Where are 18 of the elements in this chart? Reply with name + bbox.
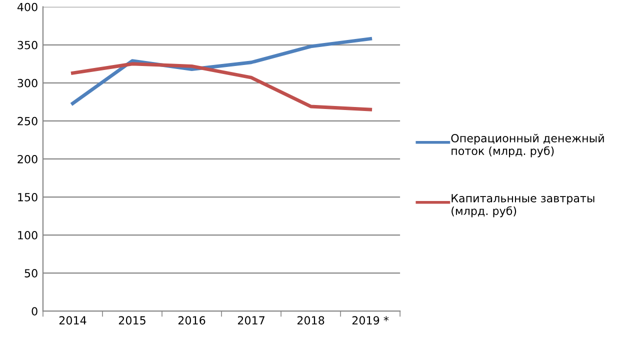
y-tick-label: 300 <box>18 78 38 88</box>
x-tick-label: 2018 <box>297 316 324 325</box>
line-series <box>71 62 372 112</box>
x-tick-label: 2015 <box>118 316 146 325</box>
y-tick-label: 0 <box>32 307 38 316</box>
y-tick-label: 250 <box>18 116 38 126</box>
y-tick-label: 350 <box>18 40 38 50</box>
x-tick-label: 2016 <box>178 316 206 325</box>
y-tick-label: 150 <box>18 192 38 202</box>
legend-label: Капитальнные завтраты (млрд. руб) <box>452 194 594 218</box>
y-tick-label: 50 <box>24 269 38 278</box>
x-tick-label: 2017 <box>238 316 264 325</box>
y-tick-label: 200 <box>18 154 38 164</box>
legend-label: Операционный денежный поток (млрд. руб) <box>451 134 604 158</box>
x-tick-label: 2014 <box>59 316 86 325</box>
y-tick-label: 400 <box>17 2 38 12</box>
y-tick-label: 100 <box>18 231 38 240</box>
x-tick-label: 2019 * <box>352 316 389 325</box>
